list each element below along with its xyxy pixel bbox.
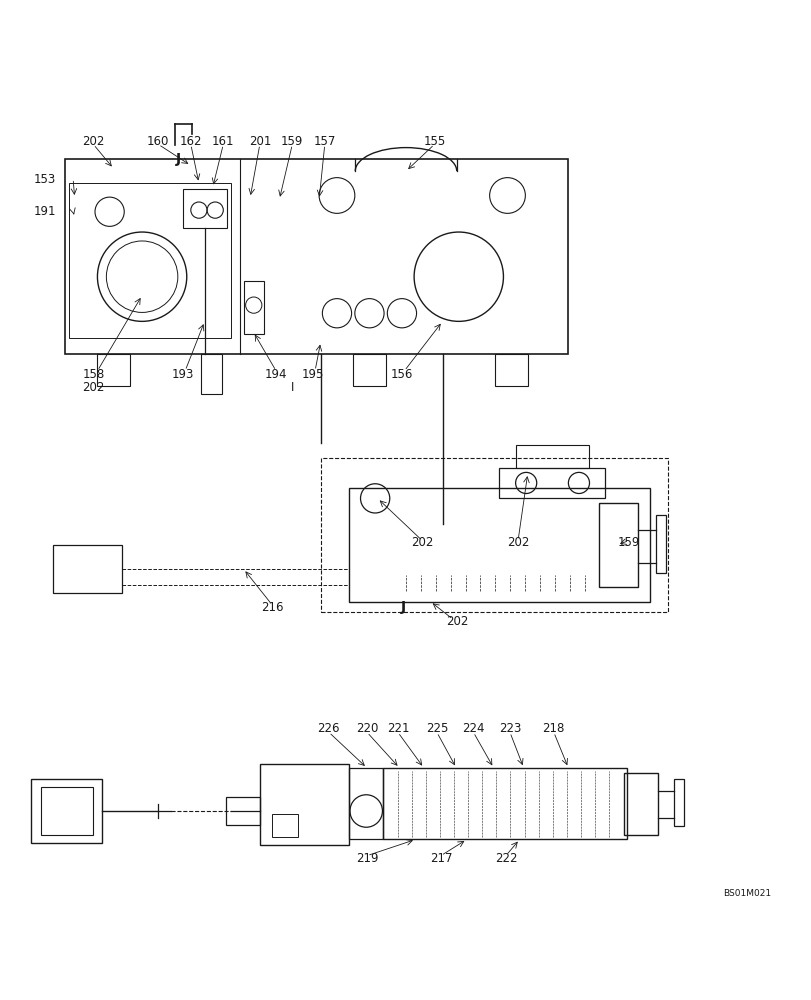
Bar bbox=[260, 764, 349, 845]
Text: 191: 191 bbox=[33, 205, 56, 218]
Bar bbox=[201, 354, 221, 394]
Text: 194: 194 bbox=[264, 368, 287, 381]
Bar bbox=[599, 503, 637, 587]
Text: 221: 221 bbox=[386, 722, 409, 735]
Text: 218: 218 bbox=[542, 722, 564, 735]
Text: I: I bbox=[290, 381, 294, 394]
Bar bbox=[182, 189, 227, 228]
Text: 202: 202 bbox=[506, 536, 529, 549]
Bar bbox=[41, 787, 93, 835]
Text: 158: 158 bbox=[82, 368, 105, 381]
Text: 202: 202 bbox=[410, 536, 433, 549]
Text: 219: 219 bbox=[355, 852, 378, 865]
Text: 157: 157 bbox=[313, 135, 336, 148]
Text: 222: 222 bbox=[494, 852, 517, 865]
Text: 159: 159 bbox=[617, 536, 640, 549]
Bar bbox=[353, 354, 385, 386]
Bar bbox=[225, 797, 260, 825]
Text: 225: 225 bbox=[425, 722, 448, 735]
Text: 216: 216 bbox=[260, 601, 283, 614]
Text: 156: 156 bbox=[390, 368, 413, 381]
Text: 153: 153 bbox=[33, 173, 56, 186]
Text: 220: 220 bbox=[355, 722, 378, 735]
Bar bbox=[515, 445, 588, 468]
Bar bbox=[97, 354, 130, 386]
Text: 202: 202 bbox=[445, 615, 468, 628]
Bar bbox=[31, 779, 102, 843]
Bar bbox=[320, 458, 667, 612]
Bar bbox=[383, 768, 626, 839]
Bar bbox=[673, 779, 683, 826]
Text: 224: 224 bbox=[461, 722, 484, 735]
Bar bbox=[349, 768, 383, 839]
Text: 226: 226 bbox=[317, 722, 340, 735]
Bar bbox=[495, 354, 527, 386]
Text: 223: 223 bbox=[498, 722, 521, 735]
Bar bbox=[623, 773, 657, 835]
Text: 160: 160 bbox=[147, 135, 169, 148]
Text: BS01M021: BS01M021 bbox=[722, 889, 770, 898]
Text: 195: 195 bbox=[301, 368, 324, 381]
Bar bbox=[69, 183, 231, 338]
Text: 193: 193 bbox=[171, 368, 194, 381]
Text: J: J bbox=[401, 600, 406, 614]
Text: J: J bbox=[176, 152, 181, 166]
Bar bbox=[243, 281, 264, 334]
Text: 201: 201 bbox=[248, 135, 271, 148]
Text: 202: 202 bbox=[82, 381, 105, 394]
Bar bbox=[65, 159, 568, 354]
Text: 202: 202 bbox=[82, 135, 105, 148]
Text: 159: 159 bbox=[281, 135, 303, 148]
Text: 217: 217 bbox=[429, 852, 452, 865]
Text: 162: 162 bbox=[179, 135, 202, 148]
Bar bbox=[349, 488, 649, 601]
Bar bbox=[272, 814, 298, 837]
Text: 155: 155 bbox=[423, 135, 445, 148]
Text: 161: 161 bbox=[212, 135, 234, 148]
Bar bbox=[499, 468, 604, 498]
Bar bbox=[53, 545, 122, 593]
Bar bbox=[655, 515, 665, 573]
